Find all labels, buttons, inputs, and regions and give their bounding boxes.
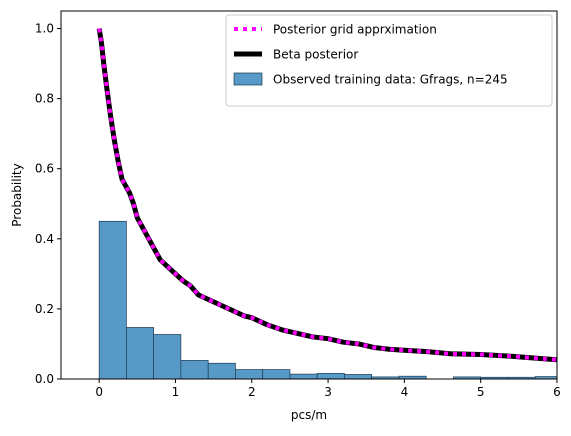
histogram-bar (344, 374, 371, 379)
y-tick-label: 1.0 (35, 22, 54, 36)
legend-label: Beta posterior (273, 48, 358, 62)
x-tick-label: 5 (477, 385, 485, 399)
histogram-bar (290, 374, 317, 379)
histogram-bar (181, 360, 208, 379)
histogram-bar (99, 221, 126, 379)
histogram-bar (263, 370, 290, 379)
y-tick-label: 0.4 (35, 232, 54, 246)
legend-label: Posterior grid apprximation (273, 23, 437, 37)
histogram-bar (208, 363, 235, 379)
x-tick-label: 1 (172, 385, 180, 399)
legend-marker-patch (234, 73, 262, 85)
histogram-bar (154, 334, 181, 379)
histogram-bar (317, 373, 344, 379)
x-tick-label: 3 (324, 385, 332, 399)
y-tick-label: 0.8 (35, 92, 54, 106)
histogram-bar (126, 327, 153, 379)
y-tick-label: 0.6 (35, 162, 54, 176)
x-tick-label: 6 (553, 385, 561, 399)
legend: Posterior grid apprximation Beta posterio… (226, 15, 552, 106)
x-axis-label: pcs/m (291, 408, 327, 422)
y-axis-label: Probability (10, 163, 24, 226)
x-tick-label: 2 (248, 385, 256, 399)
y-tick-label: 0.2 (35, 302, 54, 316)
legend-label: Observed training data: Gfrags, n=245 (273, 73, 508, 87)
histogram-bar (235, 370, 262, 379)
x-tick-label: 0 (95, 385, 103, 399)
x-tick-label: 4 (401, 385, 409, 399)
y-tick-label: 0.0 (35, 372, 54, 386)
